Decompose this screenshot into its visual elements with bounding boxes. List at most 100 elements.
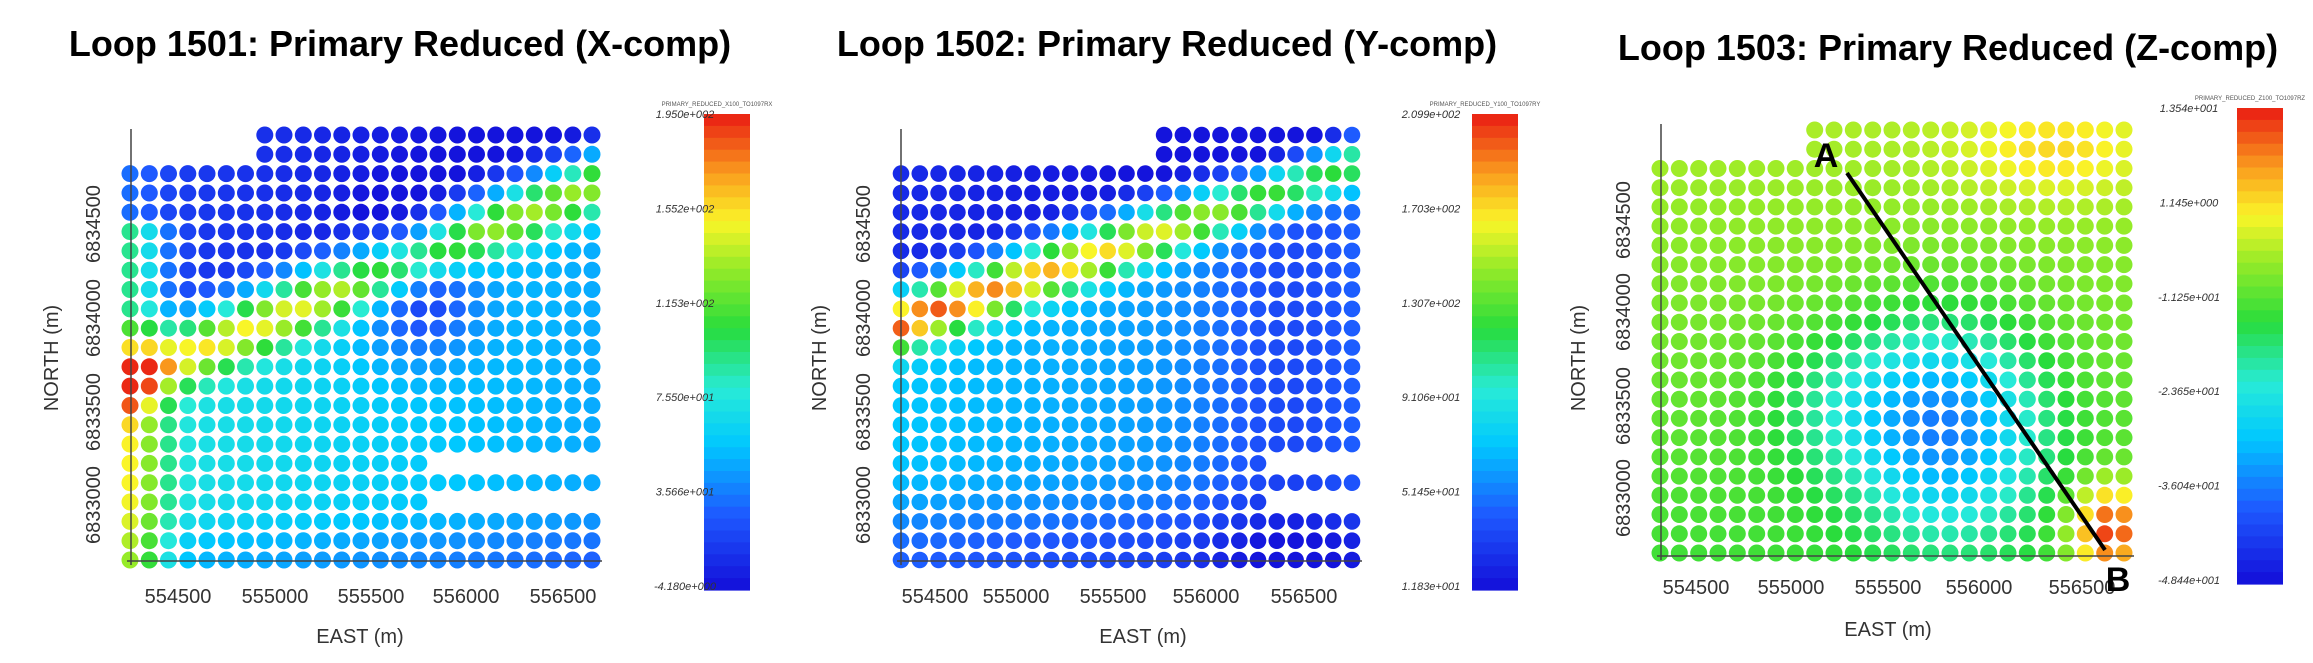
- data-point: [1268, 281, 1286, 298]
- data-point: [1844, 140, 1862, 158]
- data-point: [1343, 435, 1361, 453]
- data-point: [949, 281, 966, 298]
- data-point: [1825, 525, 1843, 543]
- data-point: [1786, 236, 1804, 254]
- colorbar-segment: [1472, 375, 1518, 389]
- data-point: [1061, 261, 1079, 279]
- data-point: [1844, 294, 1862, 312]
- data-point: [583, 281, 601, 298]
- data-point: [1324, 223, 1342, 240]
- data-point: [1231, 223, 1248, 240]
- data-point: [1960, 198, 1978, 216]
- data-point: [237, 223, 254, 241]
- data-point: [429, 126, 447, 144]
- data-point: [314, 203, 331, 221]
- data-point: [1728, 217, 1746, 235]
- data-point: [2096, 217, 2114, 235]
- data-point: [1212, 339, 1229, 356]
- data-point: [1043, 397, 1060, 414]
- data-point: [1287, 319, 1304, 337]
- colorbar-segment: [1472, 518, 1518, 532]
- data-point: [1825, 486, 1843, 504]
- data-point: [2038, 333, 2056, 350]
- colorbar-segment: [704, 340, 750, 353]
- data-point: [217, 281, 235, 298]
- chart-title: Loop 1503: Primary Reduced (Z-comp): [1618, 27, 2278, 68]
- data-point: [911, 474, 929, 492]
- data-point: [1786, 198, 1804, 216]
- data-point: [2096, 448, 2114, 466]
- data-point: [1231, 126, 1248, 144]
- data-point: [1825, 217, 1843, 235]
- colorbar-tick-label: 7.550e+001: [656, 392, 714, 404]
- data-point: [333, 397, 351, 414]
- data-point: [1005, 319, 1023, 337]
- data-point: [1748, 544, 1766, 562]
- colorbar-segment: [2237, 560, 2283, 573]
- data-point: [1080, 184, 1098, 202]
- data-point: [1043, 319, 1060, 337]
- data-point: [1922, 448, 1940, 466]
- data-point: [391, 165, 408, 183]
- colorbar-segment: [704, 554, 750, 567]
- colorbar-segment: [704, 530, 750, 543]
- data-point: [1231, 513, 1248, 530]
- data-point: [429, 319, 447, 337]
- data-point: [1005, 184, 1023, 202]
- colorbar-segment: [704, 399, 750, 413]
- data-point: [429, 358, 447, 376]
- data-point: [371, 261, 389, 279]
- data-point: [1690, 467, 1708, 485]
- data-point: [1174, 474, 1192, 492]
- data-point: [1728, 352, 1746, 370]
- data-point: [2057, 506, 2075, 523]
- data-point: [371, 493, 389, 511]
- data-point: [564, 358, 582, 376]
- data-point: [179, 184, 197, 202]
- data-point: [1651, 486, 1669, 504]
- data-point: [352, 242, 370, 260]
- data-point: [1806, 467, 1824, 485]
- data-point: [160, 358, 177, 376]
- data-point: [121, 358, 139, 376]
- data-point: [1268, 184, 1286, 202]
- data-point: [314, 454, 331, 472]
- data-point: [179, 377, 197, 395]
- data-point: [1825, 409, 1843, 427]
- data-point: [583, 145, 601, 163]
- data-point: [198, 281, 216, 298]
- data-point: [275, 261, 293, 279]
- data-point: [1099, 435, 1116, 453]
- data-point: [198, 416, 216, 434]
- data-point: [1651, 352, 1669, 370]
- colorbar-segment: [704, 304, 750, 317]
- data-point: [2038, 256, 2056, 274]
- data-point: [2115, 371, 2133, 389]
- data-point: [391, 474, 408, 492]
- data-point: [179, 454, 197, 472]
- data-point: [1690, 486, 1708, 504]
- data-point: [1287, 165, 1304, 182]
- data-point: [217, 300, 235, 318]
- data-point: [930, 474, 947, 492]
- data-point: [545, 126, 562, 144]
- data-point: [217, 165, 235, 183]
- data-point: [2057, 121, 2075, 139]
- data-point: [448, 203, 466, 221]
- data-point: [1767, 198, 1785, 216]
- data-point: [1212, 532, 1229, 549]
- data-point: [1099, 339, 1116, 356]
- data-point: [1099, 551, 1116, 569]
- data-point: [1249, 146, 1267, 163]
- colorbar-segment: [1472, 304, 1518, 317]
- data-point: [1212, 126, 1229, 144]
- colorbar-segment: [1472, 197, 1518, 210]
- data-point: [506, 551, 524, 569]
- data-point: [1231, 455, 1248, 472]
- data-point: [1960, 409, 1978, 427]
- data-point: [256, 300, 274, 318]
- data-point: [1118, 184, 1135, 202]
- data-point: [314, 416, 331, 434]
- data-point: [949, 242, 966, 260]
- data-point: [1024, 165, 1041, 182]
